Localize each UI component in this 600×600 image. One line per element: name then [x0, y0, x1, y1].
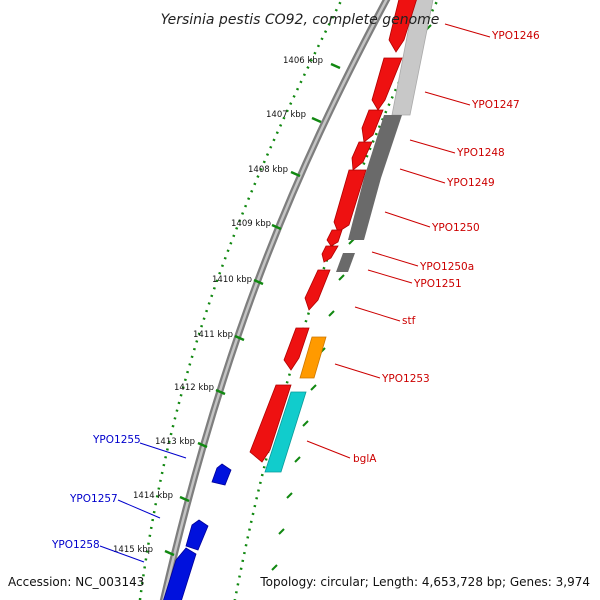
gene-label[interactable]: YPO1247: [471, 99, 520, 111]
gene-arrow-YPO1251[interactable]: [321, 245, 339, 263]
kbp-tick-marks: [164, 62, 341, 557]
gene-label[interactable]: YPO1248: [456, 147, 505, 159]
reverse-cds-track: [162, 463, 232, 600]
tick-label: 1411 kbp: [193, 330, 233, 340]
gene-label[interactable]: YPO1251: [413, 278, 462, 290]
reverse-gene-leaders: [99, 442, 187, 563]
gene-label[interactable]: YPO1253: [381, 373, 430, 385]
gene-label[interactable]: YPO1249: [446, 177, 495, 189]
gene-arrow-YPO1257[interactable]: [185, 519, 209, 551]
forward-gene-labels: YPO1246 YPO1247 YPO1248 YPO1249 YPO1250 …: [353, 30, 540, 465]
tick-label: 1406 kbp: [283, 56, 323, 66]
tick-label: 1408 kbp: [248, 165, 288, 175]
tick-label: 1414 kbp: [133, 491, 173, 501]
gene-label[interactable]: stf: [402, 315, 416, 327]
forward-cds-track: [249, 0, 418, 463]
genome-backbone-highlight: [162, 0, 388, 600]
tick-label: 1412 kbp: [174, 383, 214, 393]
gene-arrow-YPO1250a[interactable]: [326, 229, 343, 247]
forward-gene-leaders: [306, 23, 491, 459]
gene-label[interactable]: YPO1250a: [419, 261, 474, 273]
cog-block-orange: [299, 336, 327, 379]
tick-label: 1409 kbp: [231, 219, 271, 229]
gene-label[interactable]: YPO1246: [491, 30, 540, 42]
map-title: Yersinia pestis CO92, complete genome: [161, 12, 440, 28]
gene-arrow-YPO1253[interactable]: [283, 327, 310, 371]
gene-arrow-YPO1250[interactable]: [333, 169, 367, 233]
topology-summary-text: Topology: circular; Length: 4,653,728 bp…: [259, 575, 590, 589]
tick-label: 1410 kbp: [212, 275, 252, 285]
accession-text: Accession: NC_003143: [8, 575, 144, 589]
gene-arrow-YPO1255[interactable]: [211, 463, 232, 486]
gene-arrow-YPO1258[interactable]: [162, 547, 197, 600]
gene-arrow-YPO1247[interactable]: [371, 57, 403, 111]
gene-arrow-YPO1249[interactable]: [351, 141, 373, 171]
kbp-tick-labels: 1406 kbp 1407 kbp 1408 kbp 1409 kbp 1410…: [113, 56, 323, 555]
genome-backbone: [159, 0, 391, 600]
gene-arrow-YPO1248[interactable]: [361, 109, 384, 143]
inner-dotted-track: [138, 0, 343, 600]
gene-arrow-YPO1246[interactable]: [388, 0, 418, 53]
cog-block-light: [391, 0, 434, 116]
gene-arrow-stf[interactable]: [304, 269, 331, 311]
gene-arrow-bglA[interactable]: [249, 384, 292, 463]
gene-label[interactable]: bglA: [353, 453, 377, 465]
reverse-gene-labels: YPO1255 YPO1257 YPO1258: [51, 434, 141, 551]
gene-label[interactable]: YPO1255: [92, 434, 141, 446]
cog-block-dark: [348, 178, 381, 240]
tick-label: 1407 kbp: [266, 110, 306, 120]
gene-label[interactable]: YPO1257: [69, 493, 118, 505]
cog-block-dark: [336, 253, 355, 272]
cog-track: [264, 0, 434, 473]
tick-label: 1415 kbp: [113, 545, 153, 555]
cog-block-cyan: [264, 391, 307, 473]
cog-block-dark: [364, 115, 402, 178]
tick-label: 1413 kbp: [155, 437, 195, 447]
gene-label[interactable]: YPO1258: [51, 539, 100, 551]
gene-label[interactable]: YPO1250: [431, 222, 480, 234]
